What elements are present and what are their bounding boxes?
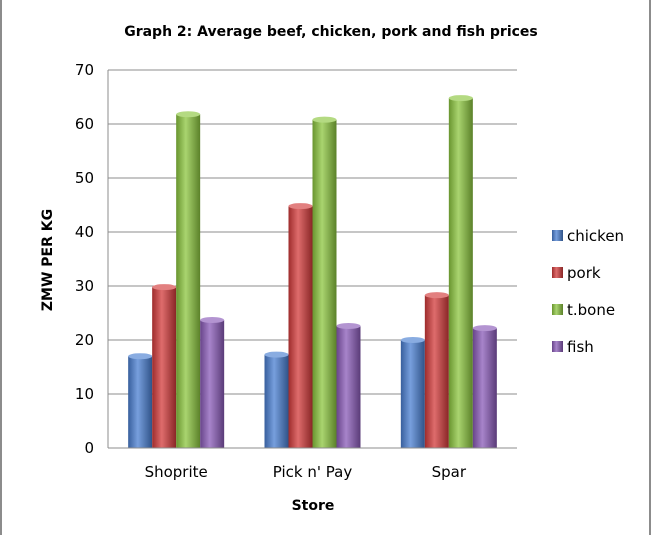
y-tick-label: 40 bbox=[75, 223, 94, 241]
legend-swatch bbox=[552, 304, 563, 315]
y-tick-label: 70 bbox=[75, 61, 94, 79]
x-category-label: Pick n' Pay bbox=[273, 463, 353, 481]
axes bbox=[107, 70, 517, 449]
bar-chicken-2 bbox=[400, 337, 425, 448]
legend-label: t.bone bbox=[567, 301, 615, 319]
y-tick-label: 10 bbox=[75, 385, 94, 403]
legend-item-chicken: chicken bbox=[552, 227, 624, 245]
x-category-label: Spar bbox=[432, 463, 467, 481]
bar-chicken-0 bbox=[128, 353, 153, 448]
y-tick-label: 0 bbox=[84, 439, 94, 457]
bar-pork-1 bbox=[288, 203, 313, 448]
bar-t-bone-0 bbox=[176, 111, 201, 448]
y-tick-label: 30 bbox=[75, 277, 94, 295]
legend-swatch bbox=[552, 267, 563, 278]
legend-item-fish: fish bbox=[552, 338, 594, 356]
legend-swatch bbox=[552, 230, 563, 241]
bar-t-bone-2 bbox=[448, 95, 473, 448]
y-tick-label: 60 bbox=[75, 115, 94, 133]
bar-t-bone-1 bbox=[312, 116, 337, 449]
x-axis-title: Store bbox=[292, 498, 335, 514]
legend-swatch bbox=[552, 341, 563, 352]
legend-item-t-bone: t.bone bbox=[552, 301, 615, 319]
bar-pork-0 bbox=[152, 284, 177, 448]
legend: chicken pork t.bone fish bbox=[552, 227, 624, 356]
chart-title: Graph 2: Average beef, chicken, pork and… bbox=[124, 24, 538, 40]
legend-label: pork bbox=[567, 264, 601, 282]
x-category-labels: Shoprite Pick n' Pay Spar bbox=[145, 463, 467, 481]
y-axis-title: ZMW PER KG bbox=[40, 209, 56, 311]
x-category-label: Shoprite bbox=[145, 463, 208, 481]
bars bbox=[128, 95, 497, 449]
legend-label: fish bbox=[567, 338, 594, 356]
y-tick-labels: 0 10 20 30 40 50 60 70 bbox=[75, 61, 94, 457]
bar-fish-1 bbox=[336, 322, 361, 448]
y-tick-label: 50 bbox=[75, 169, 94, 187]
y-tick-label: 20 bbox=[75, 331, 94, 349]
bar-fish-2 bbox=[472, 325, 497, 448]
bar-pork-2 bbox=[424, 292, 449, 448]
bar-fish-0 bbox=[200, 317, 225, 448]
legend-label: chicken bbox=[567, 227, 624, 245]
legend-item-pork: pork bbox=[552, 264, 601, 282]
bar-chicken-1 bbox=[264, 351, 289, 448]
